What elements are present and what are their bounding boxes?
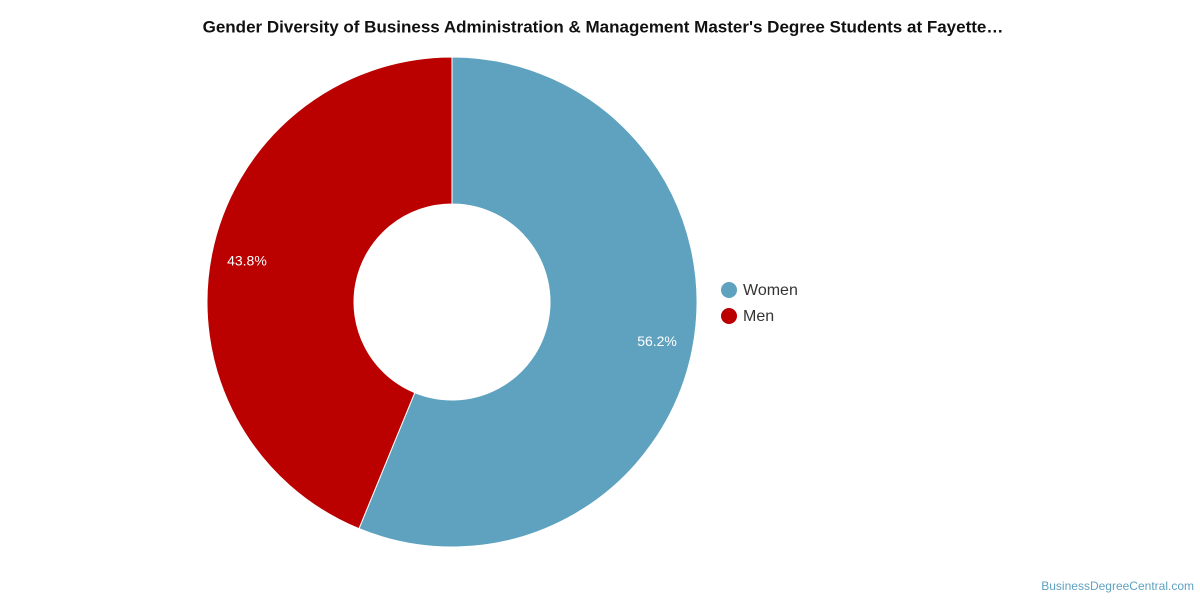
slice (206, 56, 453, 530)
legend-label: Women (743, 282, 798, 299)
legend-swatch (721, 282, 737, 298)
credit: BusinessDegreeCentral.com (1041, 579, 1194, 593)
legend-label: Men (743, 308, 774, 325)
data-label: 43.8% (227, 252, 267, 268)
chart-title: Gender Diversity of Business Administrat… (203, 17, 1004, 36)
data-label: 56.2% (637, 333, 677, 349)
slice (358, 56, 698, 548)
legend-swatch (721, 308, 737, 324)
